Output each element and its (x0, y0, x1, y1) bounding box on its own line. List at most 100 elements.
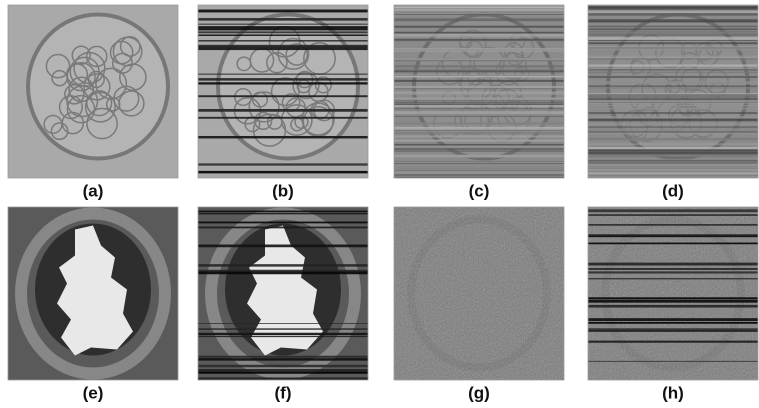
stripe (394, 66, 564, 67)
stripe (588, 87, 758, 89)
stripe (394, 60, 564, 61)
stripe (588, 32, 758, 33)
stripe (588, 11, 758, 13)
stripe (588, 209, 758, 212)
stripe (198, 272, 368, 275)
stripe (394, 132, 564, 134)
stripe (588, 103, 758, 104)
stripe (198, 372, 368, 373)
stripe (588, 168, 758, 170)
stripe (588, 167, 758, 168)
stripe (588, 42, 758, 44)
stripe (588, 58, 758, 59)
stripe (394, 58, 564, 60)
stripe (588, 82, 758, 84)
stripe (588, 76, 758, 77)
stripe (394, 174, 564, 176)
stripe (394, 150, 564, 151)
stripe (198, 356, 368, 358)
stripe (588, 278, 758, 279)
stripe (198, 78, 368, 81)
panel-label: (f) (275, 383, 292, 402)
stripe (588, 318, 758, 321)
stripe (198, 11, 368, 12)
panel-image (8, 5, 178, 178)
stripe (588, 20, 758, 22)
stripe (588, 118, 758, 121)
stripe (198, 28, 368, 30)
stripe (198, 82, 368, 84)
stripe (394, 156, 564, 158)
stripe (394, 26, 564, 28)
stripe (588, 64, 758, 66)
stripe (588, 37, 758, 40)
stripe (394, 144, 564, 145)
stripe (394, 125, 564, 126)
stripe (198, 369, 368, 372)
stripe (588, 128, 758, 130)
stripe (588, 56, 758, 58)
stripe (198, 31, 368, 33)
stripe (198, 334, 368, 335)
stripe (588, 122, 758, 124)
stripe (198, 360, 368, 361)
stripe (588, 123, 758, 125)
noise (394, 207, 564, 380)
stripe (394, 114, 564, 116)
stripe (198, 222, 368, 224)
stripe (394, 18, 564, 21)
stripe (394, 145, 564, 147)
stripe (588, 300, 758, 303)
stripe (588, 138, 758, 141)
panel-image (588, 207, 758, 380)
stripe (198, 171, 368, 173)
stripe (588, 160, 758, 162)
stripe (588, 14, 758, 16)
noise (588, 207, 758, 380)
stripe (394, 148, 564, 149)
stripe (588, 28, 758, 30)
stripe (198, 110, 368, 111)
panel-label: (g) (468, 383, 490, 402)
stripe (588, 7, 758, 9)
stripe (588, 149, 758, 151)
stripe (198, 365, 368, 367)
stripe (588, 144, 758, 145)
stripe (394, 116, 564, 117)
stripe (588, 116, 758, 119)
stripe (588, 268, 758, 270)
panel-image (394, 5, 564, 178)
stripe (198, 24, 368, 25)
stripe (198, 336, 368, 337)
stripe (394, 109, 564, 111)
stripe (588, 108, 758, 110)
panel-image (588, 5, 758, 178)
stripe (394, 123, 564, 124)
stripe (588, 214, 758, 216)
stripe (588, 243, 758, 245)
panel-label: (b) (272, 181, 294, 200)
stripe (588, 156, 758, 158)
stripe (588, 126, 758, 128)
stripe (588, 305, 758, 308)
stripe (588, 41, 758, 42)
stripe (588, 49, 758, 51)
stripe (394, 7, 564, 8)
stripe (588, 164, 758, 166)
stripe (198, 45, 368, 48)
stripe (394, 65, 564, 66)
stripe (588, 47, 758, 49)
stripe (394, 127, 564, 130)
panel-image (198, 207, 368, 380)
stripe (588, 328, 758, 329)
stripe (198, 117, 368, 119)
stripe (394, 32, 564, 34)
stripe (394, 92, 564, 94)
stripe (394, 170, 564, 171)
stripe (588, 263, 758, 266)
stripe (394, 102, 564, 104)
stripe (588, 94, 758, 97)
stripe (588, 19, 758, 20)
panel-label: (c) (469, 181, 490, 200)
stripe (198, 10, 368, 12)
